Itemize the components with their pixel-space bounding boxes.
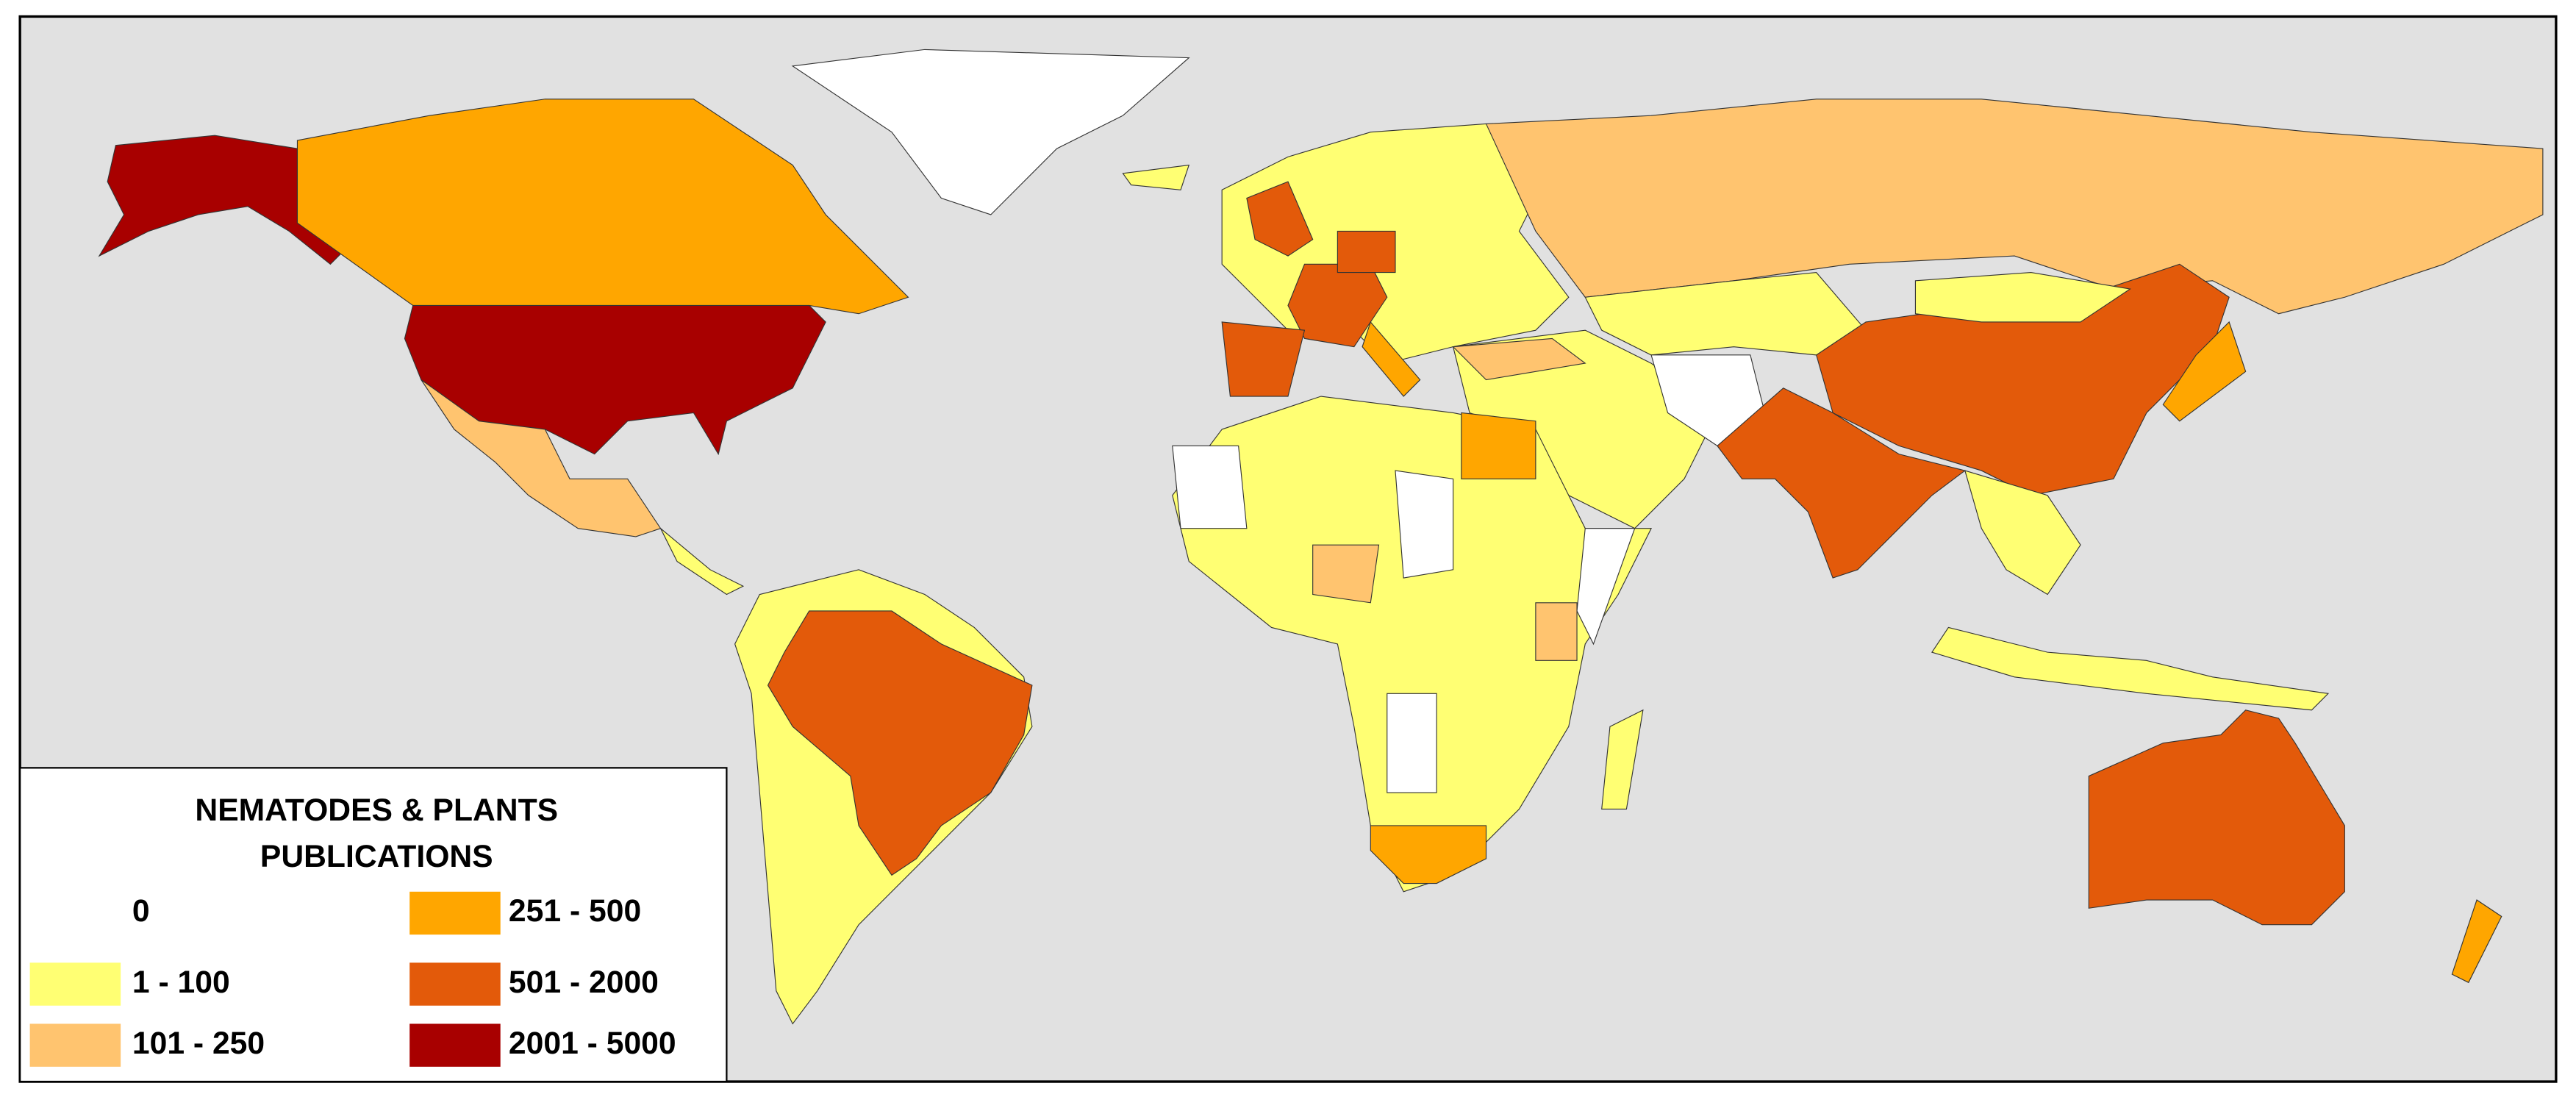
legend-label: 101 - 250 bbox=[132, 1026, 265, 1061]
legend-label: 251 - 500 bbox=[509, 893, 641, 929]
india bbox=[1717, 387, 1967, 579]
italy bbox=[1362, 321, 1421, 397]
legend-title: NEMATODES & PLANTS bbox=[195, 793, 558, 828]
legend-swatch bbox=[409, 1023, 501, 1067]
legend-swatch bbox=[29, 1023, 121, 1067]
west-africa bbox=[1172, 445, 1248, 529]
turkey bbox=[1452, 337, 1586, 381]
kenya bbox=[1535, 602, 1578, 661]
madagascar bbox=[1601, 709, 1644, 810]
egypt bbox=[1461, 412, 1536, 479]
australia bbox=[2088, 710, 2345, 926]
legend-label: 501 - 2000 bbox=[509, 965, 659, 1000]
angola bbox=[1387, 693, 1437, 793]
new-zealand bbox=[2451, 899, 2502, 984]
countries bbox=[98, 49, 2544, 1025]
legend-swatch bbox=[29, 962, 121, 1006]
spain bbox=[1221, 321, 1306, 397]
uk bbox=[1246, 181, 1314, 257]
legend-label: 0 bbox=[132, 893, 150, 929]
brazil bbox=[767, 610, 1033, 876]
mexico bbox=[421, 379, 662, 537]
legend-label: 1 - 100 bbox=[132, 965, 230, 1000]
germany bbox=[1337, 230, 1396, 274]
south-africa bbox=[1370, 825, 1487, 884]
nigeria bbox=[1312, 544, 1380, 604]
legend-swatch bbox=[409, 891, 501, 935]
japan bbox=[2162, 321, 2247, 422]
legend-box bbox=[19, 767, 728, 1083]
legend-label: 2001 - 5000 bbox=[509, 1026, 676, 1061]
legend-title: PUBLICATIONS bbox=[260, 839, 493, 874]
indonesia bbox=[1931, 626, 2330, 711]
somalia bbox=[1576, 528, 1636, 646]
legend: NEMATODES & PLANTS PUBLICATIONS 0 1 - 100… bbox=[19, 767, 728, 1083]
greenland bbox=[791, 49, 1190, 215]
mongolia bbox=[1914, 272, 2131, 323]
legend-swatch bbox=[29, 891, 121, 935]
iceland bbox=[1122, 164, 1190, 190]
central-america bbox=[660, 528, 745, 596]
legend-swatch bbox=[409, 962, 501, 1006]
chad bbox=[1395, 470, 1454, 579]
southeast-asia bbox=[1964, 470, 2081, 596]
